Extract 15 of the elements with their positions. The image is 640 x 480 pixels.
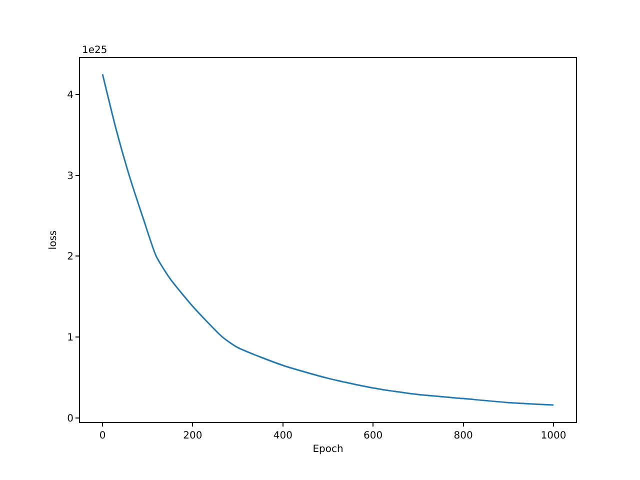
- y-tick-label: 0: [67, 413, 74, 424]
- x-tick-label: 0: [99, 430, 106, 442]
- y-tick-label: 2: [67, 252, 74, 263]
- x-tick-label: 600: [364, 430, 383, 442]
- x-tick-label: 800: [454, 430, 473, 442]
- x-tick-label: 1000: [540, 430, 566, 442]
- y-axis-title: loss: [48, 230, 60, 250]
- y-tick-label: 4: [67, 90, 74, 101]
- y-tick-label: 3: [67, 170, 74, 182]
- text: 1e25: [82, 45, 108, 56]
- line-series: [102, 73, 554, 406]
- y-tick-label: 1: [67, 332, 74, 344]
- x-tick-label: 200: [183, 430, 202, 442]
- x-axis-title: Epoch: [312, 444, 344, 455]
- x-tick-label: 400: [273, 430, 292, 442]
